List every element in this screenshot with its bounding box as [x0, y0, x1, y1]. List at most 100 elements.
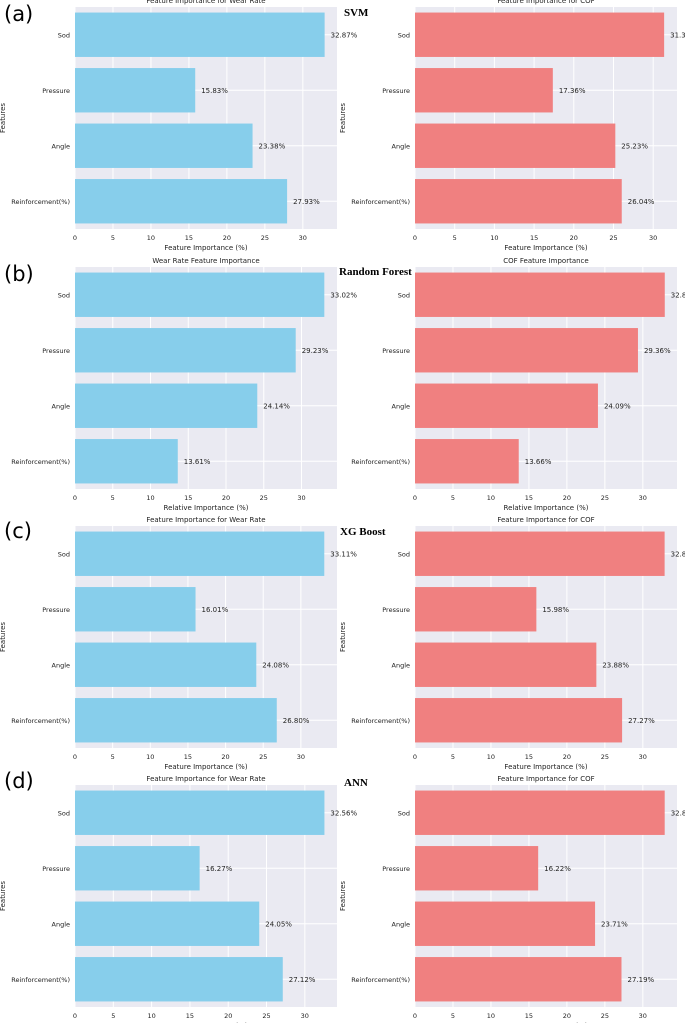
- bar-value-label: 27.12%: [289, 976, 316, 984]
- x-tick-label: 15: [525, 1012, 533, 1020]
- x-tick-label: 20: [223, 234, 231, 242]
- y-axis-label: Features: [339, 622, 347, 652]
- bar-value-label: 23.88%: [602, 661, 629, 669]
- bar-reinforcement: [415, 957, 622, 1002]
- x-tick-label: 25: [601, 1012, 609, 1020]
- panel-label-c: (c): [4, 519, 32, 543]
- x-tick-label: 10: [487, 494, 495, 502]
- y-tick-label: Sod: [398, 550, 410, 558]
- bar-sod: [75, 12, 325, 57]
- bar-pressure: [75, 846, 200, 891]
- bar-value-label: 26.80%: [283, 717, 310, 725]
- bar-angle: [415, 123, 616, 168]
- bar-sod: [415, 531, 665, 576]
- y-tick-label: Reinforcement(%): [351, 198, 410, 206]
- bar-pressure: [415, 328, 638, 373]
- y-tick-label: Angle: [392, 142, 411, 150]
- y-tick-label: Pressure: [382, 347, 410, 355]
- x-tick-label: 5: [453, 234, 457, 242]
- x-tick-label: 0: [413, 1012, 417, 1020]
- x-tick-label: 15: [530, 234, 538, 242]
- chart-title: Feature Importance for COF: [497, 0, 594, 5]
- x-tick-label: 0: [413, 234, 417, 242]
- x-tick-label: 10: [147, 234, 155, 242]
- bar-pressure: [415, 68, 553, 113]
- bar-value-label: 25.23%: [621, 142, 648, 150]
- y-tick-label: Sod: [58, 809, 70, 817]
- y-tick-label: Pressure: [382, 865, 410, 873]
- x-tick-label: 5: [451, 1012, 455, 1020]
- x-tick-label: 5: [451, 494, 455, 502]
- y-tick-label: Sod: [58, 550, 70, 558]
- bar-value-label: 13.61%: [184, 458, 211, 466]
- chart-title: Feature Importance for Wear Rate: [146, 775, 265, 783]
- x-tick-label: 25: [609, 234, 617, 242]
- bar-reinforcement: [75, 439, 178, 484]
- bar-sod: [75, 790, 325, 835]
- chart-title: Feature Importance for Wear Rate: [146, 0, 265, 5]
- bar-sod: [415, 12, 665, 57]
- bar-sod: [75, 272, 325, 317]
- bar-angle: [415, 642, 597, 687]
- bar-sod: [75, 531, 325, 576]
- x-tick-label: 20: [224, 1012, 232, 1020]
- bar-value-label: 27.27%: [628, 717, 655, 725]
- y-tick-label: Sod: [398, 291, 410, 299]
- x-tick-label: 20: [563, 1012, 571, 1020]
- x-tick-label: 25: [261, 234, 269, 242]
- y-tick-label: Angle: [52, 142, 71, 150]
- x-axis-label: Feature Importance (%): [504, 763, 587, 771]
- bar-value-label: 29.36%: [644, 347, 671, 355]
- x-axis-label: Feature Importance (%): [164, 244, 247, 252]
- bar-angle: [415, 901, 596, 946]
- y-tick-label: Pressure: [42, 87, 70, 95]
- x-tick-label: 10: [490, 234, 498, 242]
- y-tick-label: Reinforcement(%): [11, 198, 70, 206]
- bar-value-label: 32.56%: [330, 809, 357, 817]
- model-label-ann: ANN: [344, 777, 368, 789]
- x-tick-label: 5: [111, 494, 115, 502]
- y-axis-label: Features: [0, 622, 7, 652]
- x-tick-label: 5: [111, 1012, 115, 1020]
- y-tick-label: Angle: [392, 402, 411, 410]
- x-tick-label: 0: [73, 753, 77, 761]
- bar-value-label: 26.04%: [628, 198, 655, 206]
- y-tick-label: Sod: [398, 31, 410, 39]
- y-axis-label: Features: [339, 103, 347, 133]
- bar-reinforcement: [415, 698, 623, 743]
- bar-value-label: 29.23%: [302, 347, 329, 355]
- x-tick-label: 25: [601, 753, 609, 761]
- y-axis-label: Features: [0, 881, 7, 911]
- bar-value-label: 32.87%: [331, 31, 358, 39]
- bar-value-label: 24.09%: [604, 402, 631, 410]
- x-tick-label: 5: [111, 753, 115, 761]
- bar-value-label: 23.38%: [259, 142, 286, 150]
- x-tick-label: 30: [301, 1012, 309, 1020]
- x-tick-label: 30: [639, 753, 647, 761]
- chart-title: Feature Importance for COF: [497, 775, 594, 783]
- y-axis-label: Features: [339, 881, 347, 911]
- y-tick-label: Reinforcement(%): [351, 458, 410, 466]
- x-tick-label: 20: [563, 753, 571, 761]
- x-tick-label: 10: [146, 753, 154, 761]
- chart-title: Wear Rate Feature Importance: [152, 257, 259, 265]
- bar-angle: [75, 123, 253, 168]
- panel-label-a: (a): [4, 2, 34, 26]
- y-tick-label: Sod: [398, 809, 410, 817]
- model-label-xg-boost: XG Boost: [340, 526, 386, 538]
- y-tick-label: Reinforcement(%): [11, 717, 70, 725]
- y-tick-label: Reinforcement(%): [11, 458, 70, 466]
- x-axis-label: Feature Importance (%): [504, 244, 587, 252]
- bar-value-label: 13.66%: [525, 458, 552, 466]
- x-axis-label: Relative Importance (%): [164, 504, 249, 512]
- x-tick-label: 30: [639, 1012, 647, 1020]
- panel-label-d: (d): [4, 769, 34, 793]
- bar-value-label: 32.87%: [671, 550, 685, 558]
- bar-reinforcement: [415, 439, 519, 484]
- bar-value-label: 24.08%: [262, 661, 289, 669]
- y-tick-label: Sod: [58, 291, 70, 299]
- chart-xgb-wear-rate: 0 5 10 15 20 25 30 33.11% Sod 16.01% Pressure 24.08…: [0, 516, 357, 771]
- bar-pressure: [75, 68, 196, 113]
- bar-sod: [415, 790, 665, 835]
- y-tick-label: Angle: [392, 920, 411, 928]
